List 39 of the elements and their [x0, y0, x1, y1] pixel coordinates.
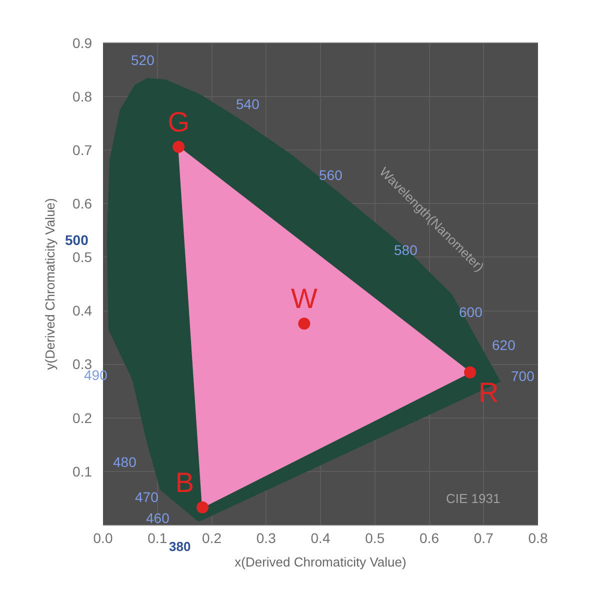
point: [172, 140, 185, 153]
data-label: G: [168, 106, 190, 138]
annotation: CIE 1931: [446, 491, 500, 506]
annotation: 480: [113, 454, 137, 470]
x-axis-title: x(Derived Chromaticity Value): [234, 554, 406, 570]
annotation: 460: [146, 510, 170, 526]
x-tick-label: 0.1: [148, 530, 168, 546]
text: 380: [169, 539, 191, 554]
y-axis-title: y(Derived Chromaticity Value): [42, 198, 58, 370]
y-tick-label: 0.1: [72, 463, 92, 480]
x-tick-label: 0.8: [528, 530, 548, 546]
x-tick-label: 0.7: [474, 530, 494, 546]
x-tick-label: 0.6: [420, 530, 440, 546]
data-label: W: [290, 283, 318, 314]
point: [464, 366, 476, 378]
y-tick-label: 0.7: [72, 142, 92, 158]
data-label: R: [478, 376, 499, 408]
y-tick-label: 0.4: [72, 302, 92, 319]
annotation: 600: [459, 304, 483, 320]
y-tick-label: 0.8: [72, 88, 92, 104]
x-tick-label: 0.3: [256, 530, 276, 546]
data-label: B: [175, 466, 194, 498]
x-tick-label: 0.0: [93, 530, 113, 546]
point: [298, 318, 310, 330]
x-tick-label: 0.4: [310, 530, 330, 546]
y-tick-label: 0.6: [72, 196, 92, 212]
x-tick-label: 0.2: [202, 530, 222, 546]
annotation: 700: [511, 368, 535, 384]
x-tick-label: 0.5: [365, 530, 385, 546]
annotation: 560: [319, 167, 343, 183]
text: 500: [65, 232, 89, 248]
y-tick-label: 0.9: [72, 34, 92, 51]
y-tick-label: 0.5: [72, 249, 92, 266]
y-tick-label: 0.2: [72, 410, 92, 426]
point: [196, 501, 209, 514]
annotation: 620: [492, 337, 516, 353]
annotation: 540: [236, 96, 260, 112]
annotation: 520: [131, 52, 155, 68]
annotation: 470: [135, 489, 159, 505]
